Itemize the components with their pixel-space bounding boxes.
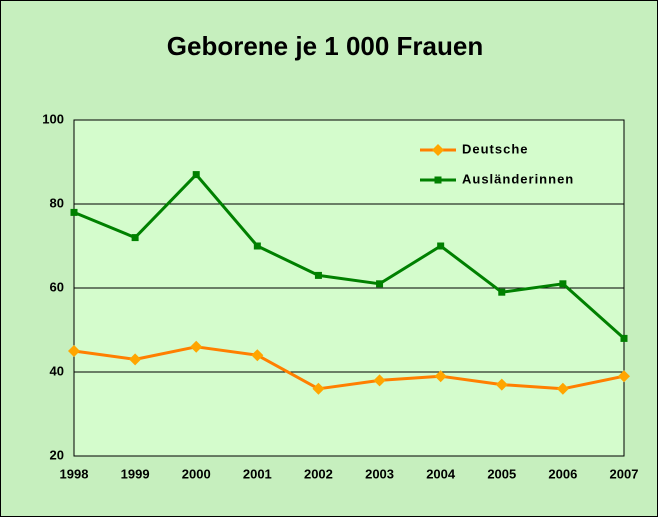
data-point — [131, 234, 139, 242]
data-point — [620, 334, 628, 342]
legend-marker — [434, 176, 442, 184]
x-tick-label: 1999 — [121, 466, 150, 481]
data-point — [559, 280, 567, 288]
data-point — [495, 378, 508, 391]
data-point — [314, 271, 322, 279]
legend-label: Deutsche — [462, 141, 529, 156]
legend-marker — [432, 144, 444, 156]
x-tick-label: 1998 — [60, 466, 89, 481]
data-point — [498, 288, 506, 296]
y-tick-label: 20 — [50, 447, 64, 462]
data-point — [376, 280, 384, 288]
x-tick-label: 2001 — [243, 466, 272, 481]
x-tick-label: 2000 — [182, 466, 211, 481]
x-tick-label: 2002 — [304, 466, 333, 481]
x-tick-label: 2006 — [548, 466, 577, 481]
data-point — [373, 374, 386, 387]
x-tick-label: 2004 — [426, 466, 456, 481]
y-tick-label: 40 — [50, 363, 64, 378]
legend-label: Ausländerinnen — [462, 171, 574, 186]
data-point — [556, 382, 569, 395]
data-point — [190, 340, 203, 353]
x-tick-label: 2007 — [610, 466, 639, 481]
data-point — [251, 349, 264, 362]
data-point — [129, 353, 142, 366]
y-tick-label: 80 — [50, 195, 64, 210]
data-point — [312, 382, 325, 395]
chart-title: Geborene je 1 000 Frauen — [167, 31, 483, 61]
data-point — [437, 242, 445, 250]
x-tick-label: 2003 — [365, 466, 394, 481]
y-tick-label: 60 — [50, 279, 64, 294]
data-point — [618, 370, 630, 383]
data-point — [253, 242, 261, 250]
x-tick-label: 2005 — [487, 466, 516, 481]
series-line — [73, 345, 625, 391]
y-tick-label: 100 — [42, 111, 64, 126]
series-line — [73, 173, 625, 340]
data-point — [434, 370, 447, 383]
data-point — [70, 208, 78, 216]
data-point — [68, 345, 80, 357]
data-point — [192, 171, 200, 179]
